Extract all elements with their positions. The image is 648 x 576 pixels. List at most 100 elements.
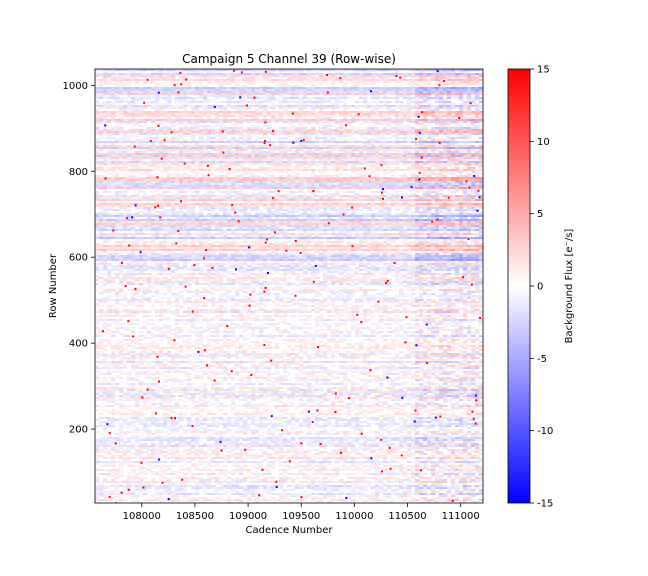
heatmap-cell [119, 113, 124, 115]
heatmap-cell [199, 169, 204, 171]
heatmap-cell [215, 181, 220, 183]
heatmap-cell [387, 125, 392, 127]
heatmap-cell [99, 117, 104, 119]
heatmap-cell [447, 109, 452, 111]
heatmap-cell [207, 161, 212, 163]
heatmap-cell [343, 107, 348, 109]
heatmap-cell [175, 145, 180, 147]
heatmap-cell [111, 171, 116, 173]
heatmap-cell [239, 157, 244, 159]
heatmap-cell [335, 89, 340, 91]
heatmap-cell [99, 129, 104, 131]
heatmap-cell [451, 107, 456, 109]
heatmap-cell [219, 191, 224, 193]
heatmap-cell [379, 107, 384, 109]
heatmap-cell [295, 191, 300, 193]
heatmap-cell [379, 147, 384, 149]
heatmap-cell [203, 159, 208, 161]
heatmap-cell [383, 171, 388, 173]
heatmap-cell [247, 175, 252, 177]
heatmap-cell [411, 107, 416, 109]
heatmap-cell [447, 187, 452, 189]
heatmap-cell [475, 163, 480, 165]
heatmap-cell [339, 89, 344, 91]
heatmap-cell [195, 123, 200, 125]
heatmap-cell [259, 73, 264, 75]
heatmap-cell [295, 85, 300, 87]
heatmap-cell [351, 111, 356, 113]
heatmap-cell [95, 71, 100, 73]
heatmap-cell [367, 89, 372, 91]
heatmap-cell [175, 177, 180, 179]
heatmap-cell [331, 161, 336, 163]
heatmap-cell [427, 105, 432, 107]
heatmap-cell [215, 161, 220, 163]
heatmap-cell [275, 121, 280, 123]
heatmap-cell [299, 85, 304, 87]
heatmap-cell [259, 131, 264, 133]
heatmap-cell [259, 175, 264, 177]
heatmap-cell [459, 71, 464, 73]
heatmap-cell [411, 181, 416, 183]
heatmap-cell [267, 163, 272, 165]
heatmap-cell [463, 89, 468, 91]
heatmap-cell [203, 119, 208, 121]
heatmap-cell [275, 111, 280, 113]
heatmap-cell [195, 69, 200, 71]
heatmap-cell [127, 171, 132, 173]
heatmap-cell [383, 91, 388, 93]
heatmap-cell [311, 107, 316, 109]
heatmap-cell [227, 81, 232, 83]
heatmap-cell [427, 135, 432, 137]
heatmap-cell [227, 139, 232, 141]
heatmap-cell [359, 175, 364, 177]
heatmap-cell [171, 77, 176, 79]
heatmap-cell [391, 135, 396, 137]
heatmap-cell [451, 131, 456, 133]
heatmap-cell [335, 93, 340, 95]
heatmap-cell [455, 81, 460, 83]
heatmap-cell [139, 163, 144, 165]
heatmap-cell [111, 107, 116, 109]
heatmap-cell [111, 77, 116, 79]
heatmap-cell [395, 129, 400, 131]
heatmap-cell [391, 161, 396, 163]
heatmap-cell [375, 89, 380, 91]
heatmap-cell [175, 131, 180, 133]
heatmap-cell [203, 169, 208, 171]
heatmap-cell [199, 137, 204, 139]
heatmap-cell [123, 159, 128, 161]
heatmap-cell [191, 69, 196, 71]
heatmap-cell [203, 151, 208, 153]
heatmap-cell [423, 69, 428, 71]
heatmap-cell [467, 127, 472, 129]
heatmap-cell [323, 105, 328, 107]
heatmap-cell [471, 191, 476, 193]
heatmap-cell [155, 99, 160, 101]
heatmap-cell [287, 163, 292, 165]
heatmap-cell [263, 135, 268, 137]
heatmap-cell [135, 113, 140, 115]
heatmap-cell [103, 179, 108, 181]
heatmap-cell [151, 87, 156, 89]
heatmap-cell [111, 163, 116, 165]
heatmap-cell [399, 101, 404, 103]
heatmap-cell [267, 79, 272, 81]
heatmap-cell [183, 175, 188, 177]
heatmap-cell [463, 77, 468, 79]
heatmap-cell [371, 119, 376, 121]
heatmap-cell [323, 129, 328, 131]
heatmap-cell [471, 187, 476, 189]
heatmap-cell [403, 147, 408, 149]
heatmap-cell [275, 105, 280, 107]
heatmap-cell [215, 147, 220, 149]
heatmap-cell [231, 195, 236, 197]
heatmap-cell [455, 123, 460, 125]
heatmap-cell [231, 139, 236, 141]
heatmap-cell [159, 171, 164, 173]
heatmap-cell [119, 167, 124, 169]
chart-title: Campaign 5 Channel 39 (Row-wise) [182, 52, 396, 66]
heatmap-cell [123, 115, 128, 117]
heatmap-cell [475, 187, 480, 189]
heatmap-cell [323, 93, 328, 95]
